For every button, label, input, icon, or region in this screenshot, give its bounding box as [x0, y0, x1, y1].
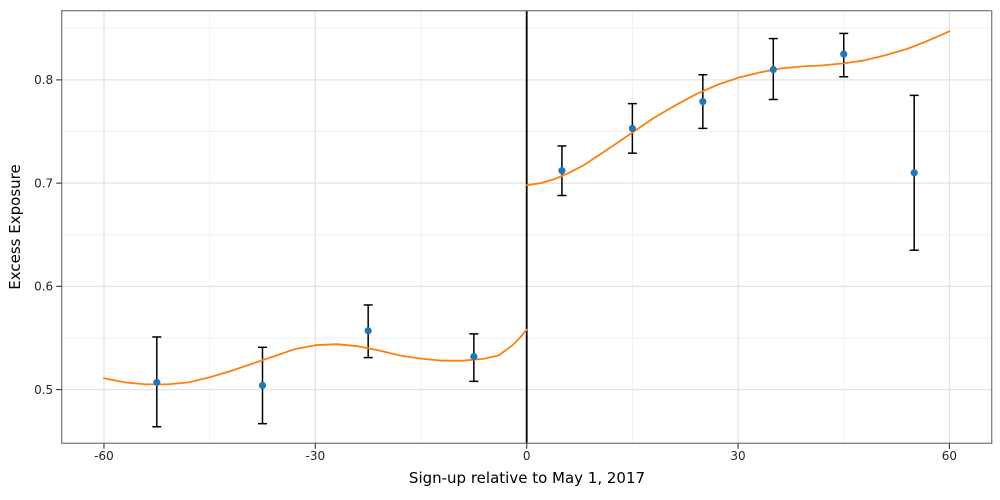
data-point	[840, 50, 848, 58]
y-tick-label: 0.5	[34, 383, 53, 397]
data-point	[628, 124, 636, 133]
x-tick-label: 30	[730, 449, 745, 463]
x-tick-label: 60	[942, 449, 957, 463]
y-tick-label: 0.6	[34, 280, 53, 294]
smooth-curve-right	[525, 30, 951, 187]
data-point	[470, 352, 478, 361]
y-axis-title: Excess Exposure	[6, 164, 24, 290]
y-tick-label: 0.8	[34, 73, 53, 87]
smooth-curve-left	[103, 328, 528, 386]
data-point	[769, 65, 777, 74]
x-tick-label: -60	[94, 449, 114, 463]
x-tick-label: 0	[523, 449, 531, 463]
data-point	[699, 97, 707, 106]
x-axis-title: Sign-up relative to May 1, 2017	[408, 469, 646, 487]
y-tick-label: 0.7	[34, 176, 53, 190]
x-tick-label: -30	[306, 449, 326, 463]
data-point	[558, 167, 566, 175]
data-point	[364, 327, 372, 335]
data-point	[153, 378, 161, 386]
data-point	[258, 381, 267, 390]
data-point	[910, 169, 918, 177]
